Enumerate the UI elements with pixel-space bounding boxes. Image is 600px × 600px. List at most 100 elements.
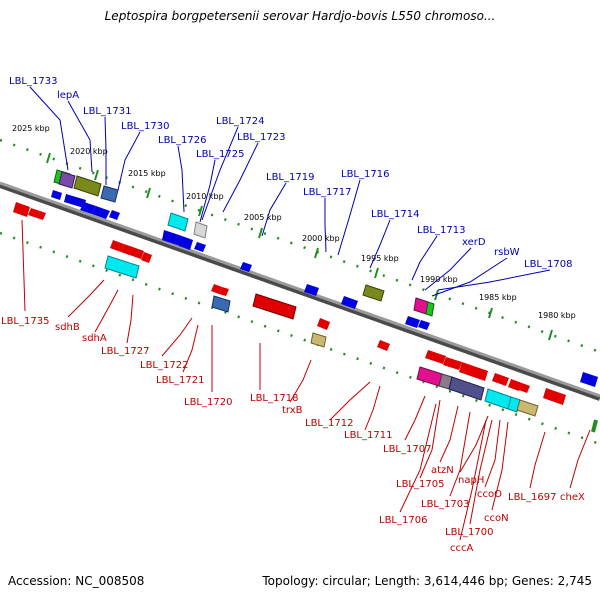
connector	[161, 317, 193, 357]
gene-label: LBL_1723	[237, 132, 285, 143]
connector	[67, 100, 93, 173]
tick-labels: 2025 kbp 2020 kbp 2015 kbp 2010 kbp 2005…	[12, 124, 576, 320]
gene-label: LBL_1726	[158, 135, 206, 146]
connector	[439, 405, 459, 463]
gene-label: atzN	[431, 465, 454, 476]
gene-label: sdhB	[55, 322, 80, 333]
tick-mark	[314, 247, 319, 259]
tick-mark	[46, 152, 51, 164]
gene-label: LBL_1718	[250, 393, 298, 404]
forward-labels: LBL_1733 lepA LBL_1731 LBL_1730 LBL_1726…	[9, 76, 572, 270]
gene-label: ccoO	[477, 489, 502, 500]
reverse-genes	[13, 202, 566, 417]
gene-label: LBL_1724	[216, 116, 264, 127]
topology-label: Topology: circular; Length: 3,614,446 bp…	[262, 574, 592, 588]
gene-label: LBL_1705	[396, 479, 444, 490]
tick-mark	[591, 419, 598, 433]
gene-arrow	[64, 194, 86, 208]
connector	[411, 235, 438, 281]
gene-label: LBL_1725	[196, 149, 244, 160]
gene-arrow	[51, 190, 62, 200]
gene-arrow	[92, 206, 110, 219]
gene-block	[211, 295, 231, 313]
tick-mark	[374, 267, 379, 279]
gene-label: LBL_1719	[266, 172, 314, 183]
gene-arrow	[377, 340, 390, 351]
gene-block	[252, 293, 297, 320]
gene-arrow	[179, 236, 193, 250]
reverse-labels: LBL_1735 sdhB sdhA LBL_1727 LBL_1722 LBL…	[1, 316, 585, 554]
tick-mark	[488, 307, 493, 319]
connector	[491, 421, 509, 511]
gene-arrow	[425, 350, 446, 364]
gene-label: LBL_1730	[121, 121, 169, 132]
gene-block	[448, 376, 485, 401]
connector	[469, 419, 493, 525]
connector	[104, 116, 107, 185]
connector	[324, 198, 327, 253]
connector	[337, 179, 361, 256]
gene-block	[516, 399, 539, 417]
gene-block	[58, 171, 76, 189]
tick-label: 2025 kbp	[12, 124, 50, 133]
gene-label: LBL_1697	[508, 492, 556, 503]
gene-label: LBL_1711	[344, 430, 392, 441]
gene-label: LBL_1708	[524, 259, 572, 270]
gene-label: trxB	[282, 405, 303, 416]
gene-arrow	[459, 362, 488, 381]
tick-mark	[434, 289, 439, 301]
connector	[404, 395, 426, 441]
gene-label: LBL_1716	[341, 169, 389, 180]
gene-block	[507, 396, 521, 413]
map-title: Leptospira borgpetersenii serovar Hardjo…	[104, 9, 496, 23]
gene-arrow	[121, 244, 144, 259]
connector	[94, 289, 119, 333]
tick-mark	[548, 329, 553, 341]
gene-arrow	[317, 318, 330, 330]
connector	[21, 219, 26, 312]
gene-arrow	[304, 284, 319, 296]
gene-arrow	[341, 296, 358, 309]
connector	[177, 145, 185, 213]
gene-arrow	[162, 230, 182, 246]
connector	[569, 429, 591, 489]
gene-label: LBL_1712	[305, 418, 353, 429]
tick-label: 2010 kbp	[186, 192, 224, 201]
gene-arrow	[240, 262, 252, 272]
gene-block	[73, 175, 102, 197]
gene-label: lepA	[57, 90, 79, 101]
connector	[369, 219, 391, 269]
gene-label: LBL_1735	[1, 316, 49, 327]
connector	[419, 399, 441, 479]
tick-label: 1980 kbp	[538, 311, 576, 320]
gene-arrow	[443, 357, 462, 370]
gene-block	[362, 284, 385, 302]
connector	[222, 142, 259, 213]
gene-block	[193, 221, 208, 239]
forward-connectors	[29, 86, 551, 297]
gene-block	[167, 212, 189, 232]
gene-label: sdhA	[82, 333, 107, 344]
gene-label: cheX	[560, 492, 585, 503]
gene-block	[416, 366, 443, 387]
major-ticks	[46, 152, 553, 341]
gene-label: LBL_1721	[156, 375, 204, 386]
gene-arrow	[37, 211, 46, 220]
gene-label: LBL_1700	[445, 527, 493, 538]
connector	[431, 257, 508, 297]
connector	[289, 359, 312, 403]
forward-genes	[51, 169, 598, 387]
tick-label: 2020 kbp	[70, 147, 108, 156]
connector	[67, 279, 105, 318]
tick-mark	[94, 169, 99, 181]
tick-mark	[198, 205, 203, 217]
tick-label: 2000 kbp	[302, 234, 340, 243]
gene-label: rsbW	[494, 247, 520, 258]
connector	[399, 403, 437, 513]
reverse-connectors	[21, 219, 591, 541]
gene-label: ccoN	[484, 513, 509, 524]
gene-label: LBL_1706	[379, 515, 427, 526]
gene-arrow	[405, 316, 420, 328]
